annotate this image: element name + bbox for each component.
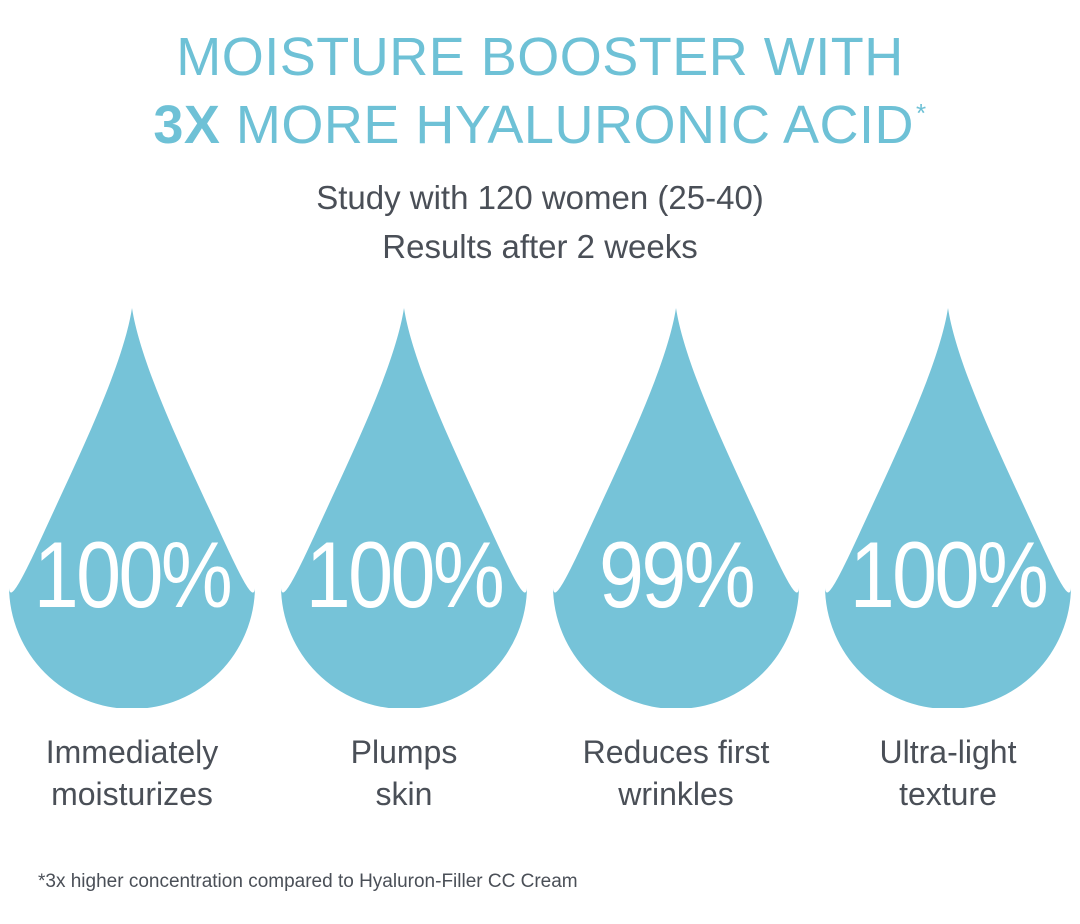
stat-value: 100% <box>305 522 505 627</box>
stat-value: 99% <box>598 522 756 627</box>
stat-caption-line: Plumps <box>350 734 458 770</box>
stat-caption-3: Reduces first wrinkles <box>536 731 816 815</box>
drop-shape <box>9 308 255 708</box>
water-drop-icon <box>825 308 1071 708</box>
headline-rest: MORE HYALURONIC ACID <box>220 95 915 155</box>
stat-caption-line: wrinkles <box>618 776 734 812</box>
headline-line-2: 3X MORE HYALURONIC ACID* <box>0 98 1080 152</box>
stat-caption-line: Ultra-light <box>879 734 1017 770</box>
stat-value: 100% <box>849 522 1049 627</box>
footnote: *3x higher concentration compared to Hya… <box>38 871 578 892</box>
study-description: Study with 120 women (25-40) <box>316 179 764 216</box>
stat-drop-4: 100% <box>825 306 1071 708</box>
drop-shape <box>281 308 527 708</box>
drop-shape <box>553 308 799 708</box>
stat-value: 100% <box>33 522 233 627</box>
headline-asterisk: * <box>916 98 927 128</box>
water-drop-icon <box>553 308 799 708</box>
stat-caption-1: Immediately moisturizes <box>0 731 272 815</box>
headline-emphasis: 3X <box>153 95 221 155</box>
stat-caption-line: moisturizes <box>51 776 213 812</box>
stat-caption-2: Plumps skin <box>264 731 544 815</box>
stat-caption-line: skin <box>375 776 433 812</box>
stat-caption-line: Reduces first <box>582 734 770 770</box>
water-drop-icon <box>281 308 527 708</box>
water-drop-icon <box>9 308 255 708</box>
drop-shape <box>825 308 1071 708</box>
stat-caption-line: Immediately <box>45 734 219 770</box>
study-duration: Results after 2 weeks <box>382 228 698 265</box>
stat-caption-line: texture <box>899 776 997 812</box>
stat-drop-3: 99% <box>553 306 799 708</box>
stat-caption-4: Ultra-light texture <box>808 731 1080 815</box>
stat-drop-1: 100% <box>9 306 255 708</box>
stat-drop-2: 100% <box>281 306 527 708</box>
headline-line-1: MOISTURE BOOSTER WITH <box>176 27 904 87</box>
